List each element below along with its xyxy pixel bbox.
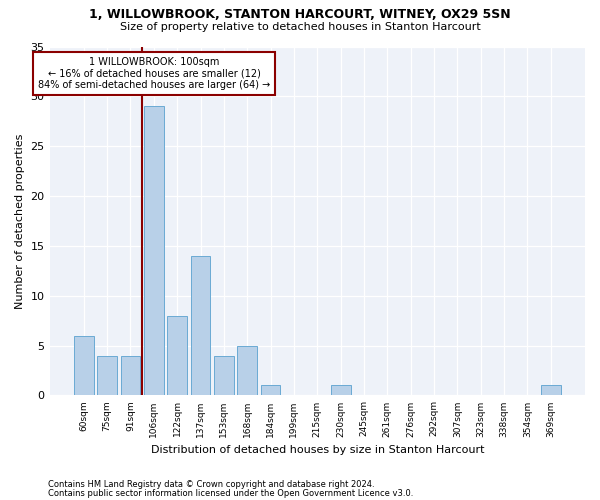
Y-axis label: Number of detached properties: Number of detached properties bbox=[15, 134, 25, 308]
X-axis label: Distribution of detached houses by size in Stanton Harcourt: Distribution of detached houses by size … bbox=[151, 445, 484, 455]
Text: Contains public sector information licensed under the Open Government Licence v3: Contains public sector information licen… bbox=[48, 488, 413, 498]
Text: Size of property relative to detached houses in Stanton Harcourt: Size of property relative to detached ho… bbox=[119, 22, 481, 32]
Bar bbox=[260, 386, 280, 396]
Bar bbox=[144, 106, 164, 396]
Bar bbox=[191, 256, 211, 396]
Bar bbox=[121, 356, 140, 396]
Text: 1 WILLOWBROOK: 100sqm
← 16% of detached houses are smaller (12)
84% of semi-deta: 1 WILLOWBROOK: 100sqm ← 16% of detached … bbox=[38, 57, 270, 90]
Text: Contains HM Land Registry data © Crown copyright and database right 2024.: Contains HM Land Registry data © Crown c… bbox=[48, 480, 374, 489]
Bar bbox=[214, 356, 234, 396]
Text: 1, WILLOWBROOK, STANTON HARCOURT, WITNEY, OX29 5SN: 1, WILLOWBROOK, STANTON HARCOURT, WITNEY… bbox=[89, 8, 511, 20]
Bar bbox=[97, 356, 117, 396]
Bar bbox=[167, 316, 187, 396]
Bar bbox=[541, 386, 560, 396]
Bar bbox=[74, 336, 94, 396]
Bar bbox=[238, 346, 257, 396]
Bar bbox=[331, 386, 350, 396]
